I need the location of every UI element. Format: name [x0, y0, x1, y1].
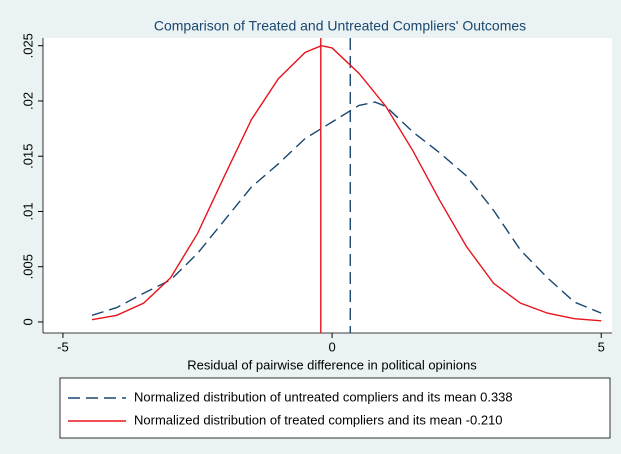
legend: [59, 377, 611, 439]
x-tick-label: -5: [57, 339, 69, 354]
x-tick-label: 5: [598, 339, 605, 354]
legend-label: Normalized distribution of treated compl…: [134, 412, 503, 427]
y-tick-label: 0: [20, 318, 35, 325]
y-tick-label: .02: [20, 92, 35, 110]
y-tick-label: .025: [20, 33, 35, 58]
y-tick-label: .015: [20, 144, 35, 169]
x-axis-label: Residual of pairwise difference in polit…: [187, 357, 477, 372]
chart-title: Comparison of Treated and Untreated Comp…: [154, 18, 526, 34]
y-tick-label: .01: [20, 202, 35, 220]
density-line: [91, 101, 602, 316]
legend-label: Normalized distribution of untreated com…: [134, 389, 513, 404]
density-line: [91, 45, 602, 322]
y-tick-label: .005: [20, 254, 35, 279]
plot-area: [43, 38, 612, 333]
x-tick-label: 0: [328, 339, 335, 354]
